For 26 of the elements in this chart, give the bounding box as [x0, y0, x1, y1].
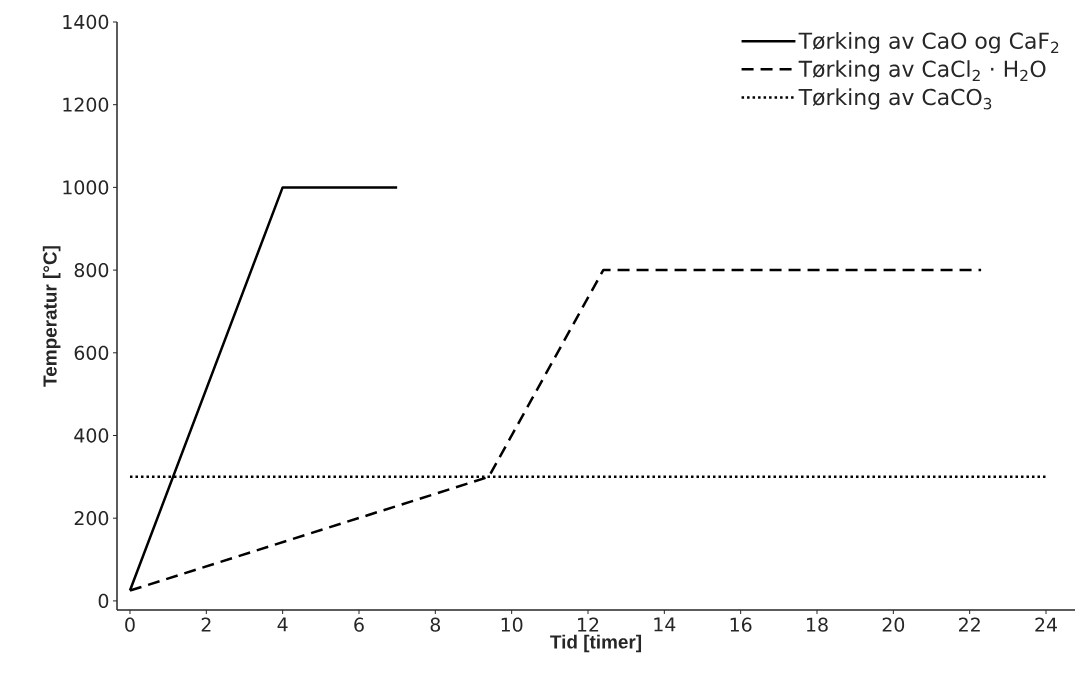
x-tick-label: 22	[959, 617, 980, 632]
x-tick-label: 18	[807, 617, 828, 632]
x-tick-label: 12	[578, 617, 599, 632]
y-tick-label: 200	[74, 511, 109, 526]
legend-label: Tørking av CaCO$_{3}$	[798, 88, 992, 110]
y-tick-label: 1400	[63, 14, 109, 30]
y-tick-label: 800	[74, 262, 109, 278]
x-tick-label: 20	[882, 617, 905, 632]
x-tick-label: 2	[201, 617, 211, 632]
x-tick-label: 6	[354, 617, 364, 632]
y-tick-label: 400	[74, 428, 109, 443]
x-tick-label: 8	[430, 617, 441, 632]
x-tick-label: 4	[277, 617, 288, 632]
x-tick-label: 16	[730, 617, 752, 632]
legend-label: Tørking av CaCl$_{2}$ · H$_{2}$O	[798, 60, 1046, 82]
y-tick-label: 1000	[63, 180, 109, 195]
legend-label: Tørking av CaO og CaF$_{2}$	[798, 32, 1059, 54]
y-tick-label: 600	[74, 345, 109, 360]
x-tick-label: 0	[125, 617, 135, 632]
x-tick-label: 14	[654, 617, 676, 632]
y-tick-label: 1200	[63, 97, 109, 112]
y-axis-title: Temperatur [°C]	[42, 246, 61, 387]
x-tick-label: 10	[501, 617, 523, 632]
x-axis-title: Tid [timer]	[550, 634, 642, 653]
y-tick-label: 0	[98, 593, 109, 609]
x-tick-label: 24	[1035, 617, 1057, 632]
